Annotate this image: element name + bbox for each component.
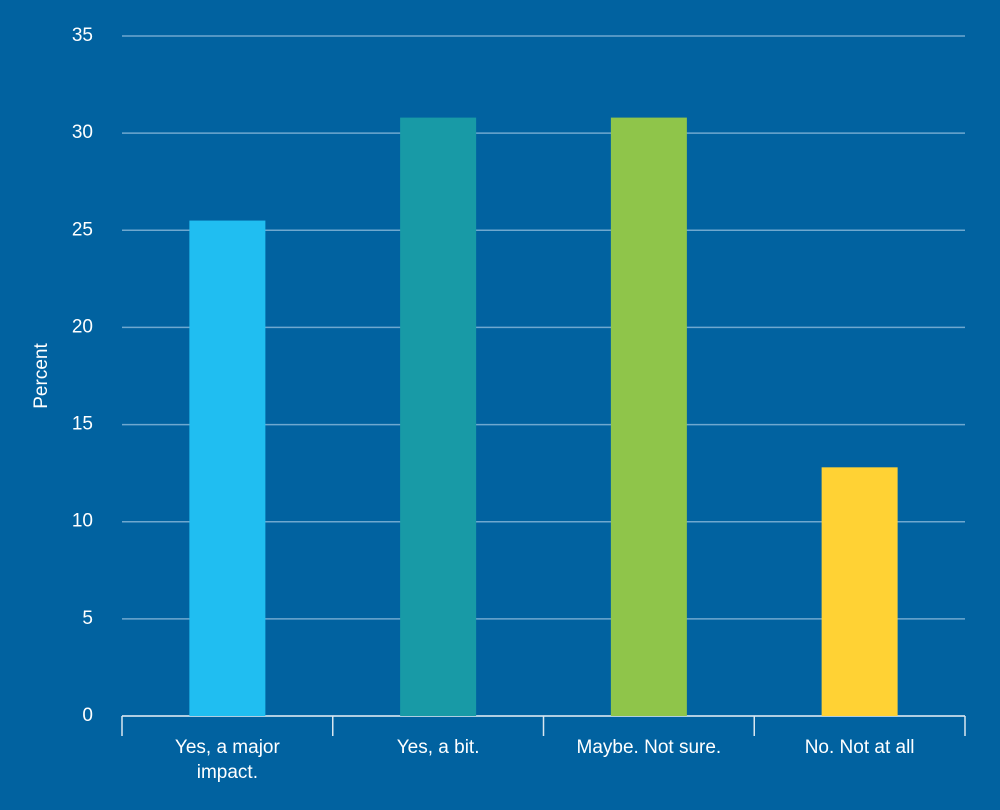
bar xyxy=(400,117,477,717)
y-tick-label: 5 xyxy=(82,608,93,629)
x-tick-label: Yes, a bit. xyxy=(396,737,480,758)
bar xyxy=(821,467,898,716)
x-tick-label: No. Not at all xyxy=(804,737,915,758)
bar xyxy=(610,117,687,717)
y-axis-label: Percent xyxy=(31,343,52,409)
y-tick-label: 25 xyxy=(72,219,93,240)
bar xyxy=(189,220,266,717)
y-tick-label: 0 xyxy=(82,705,93,726)
x-tick-label: Maybe. Not sure. xyxy=(576,737,722,758)
y-tick-label: 10 xyxy=(72,511,93,532)
y-tick-label: 15 xyxy=(72,414,93,435)
y-tick-label: 30 xyxy=(72,122,93,143)
x-tick-label: Yes, a major impact. xyxy=(174,737,280,783)
y-tick-label: 20 xyxy=(72,316,93,337)
y-tick-label: 35 xyxy=(72,25,93,46)
